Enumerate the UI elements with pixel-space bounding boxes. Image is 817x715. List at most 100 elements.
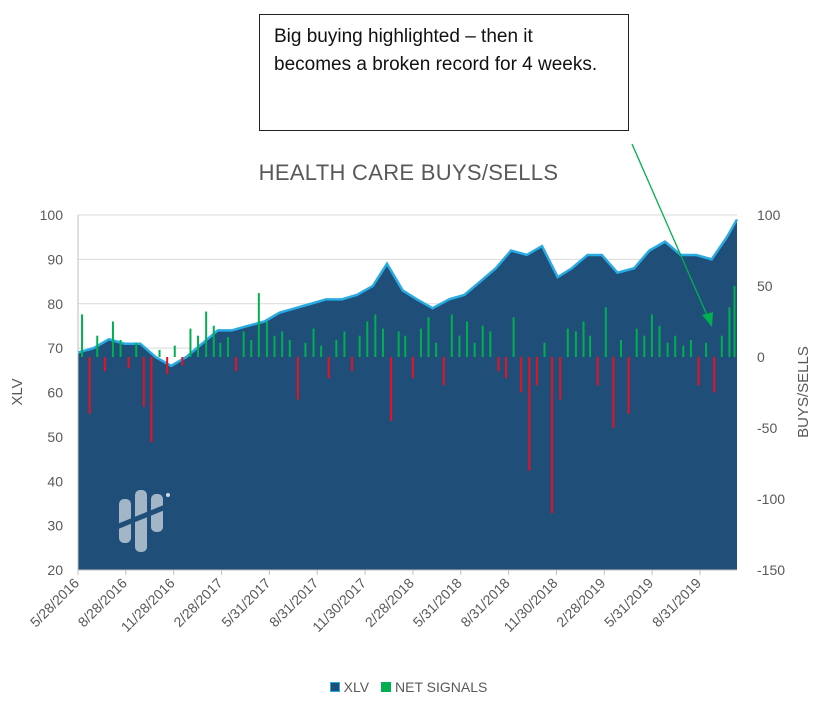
- legend-label-xlv: XLV: [343, 679, 370, 695]
- y-tick-label-right: -150: [757, 562, 785, 578]
- y-tick-label-left: 70: [47, 340, 63, 356]
- net-signal-bar: [219, 342, 222, 357]
- net-signal-bar: [404, 335, 407, 357]
- net-signal-bar: [181, 357, 184, 366]
- net-signal-bar: [528, 357, 531, 471]
- net-signal-bar: [620, 339, 623, 357]
- net-signal-bar: [197, 335, 200, 357]
- net-signal-bar: [582, 321, 585, 357]
- net-signal-bar: [643, 335, 646, 357]
- net-signal-bar: [481, 325, 484, 357]
- y-tick-label-left: 80: [47, 296, 63, 312]
- net-signal-bar: [650, 314, 653, 357]
- x-tick-label: 5/28/2016: [27, 575, 83, 631]
- net-signal-bar: [127, 357, 130, 369]
- net-signal-bar: [466, 321, 469, 357]
- net-signal-bar: [589, 335, 592, 357]
- net-signal-bar: [551, 357, 554, 514]
- y-tick-label-right: -100: [757, 491, 785, 507]
- net-signal-bar: [205, 311, 208, 357]
- net-signal-bar: [265, 321, 268, 357]
- net-signal-bar: [96, 335, 99, 357]
- y-tick-label-left: 30: [47, 518, 63, 534]
- net-signal-bar: [212, 325, 215, 357]
- y-tick-label-left: 40: [47, 473, 63, 489]
- net-signal-bar: [689, 339, 692, 357]
- x-tick-label: 5/31/2019: [601, 575, 657, 631]
- callout-arrow: [631, 143, 711, 323]
- net-signal-bar: [419, 328, 422, 357]
- x-tick-label: 8/31/2019: [649, 575, 705, 631]
- net-signal-bar: [411, 357, 414, 379]
- net-signal-bar: [390, 357, 393, 421]
- watermark-logo: [113, 490, 170, 552]
- legend-item-xlv: XLV: [329, 679, 370, 695]
- net-signal-bar: [733, 286, 736, 357]
- net-signal-bar: [374, 314, 377, 357]
- net-signal-bar: [489, 331, 492, 357]
- legend-swatch-net: [381, 682, 391, 692]
- net-signal-bar: [512, 317, 515, 357]
- xlv-area: [78, 219, 737, 570]
- legend-swatch-xlv: [329, 682, 340, 692]
- net-signal-bar: [158, 349, 161, 357]
- annotation-callout: Big buying highlighted – then it becomes…: [259, 14, 629, 131]
- net-signal-bar: [666, 342, 669, 357]
- net-signal-bar: [505, 357, 508, 379]
- net-signal-bar: [173, 345, 176, 357]
- y-axis-title-left: XLV: [9, 378, 26, 405]
- net-signal-bar: [335, 339, 338, 357]
- net-signal-bar: [397, 331, 400, 357]
- net-signal-bar: [535, 357, 538, 386]
- y-tick-label-right: 0: [757, 349, 765, 365]
- y-tick-label-left: 60: [47, 385, 63, 401]
- legend-item-net-signals: NET SIGNALS: [381, 679, 487, 695]
- net-signal-bar: [242, 331, 245, 357]
- xlv-line: [77, 218, 739, 368]
- net-signal-bar: [135, 342, 138, 357]
- net-signal-bar: [366, 321, 369, 357]
- net-signal-bars: [81, 286, 736, 514]
- net-signal-bar: [720, 335, 723, 357]
- net-signal-bar: [682, 345, 685, 357]
- net-signal-bar: [343, 331, 346, 357]
- net-signal-bar: [427, 317, 430, 357]
- net-signal-bar: [473, 342, 476, 357]
- x-tick-label: 5/31/2017: [218, 575, 274, 631]
- net-signal-bar: [574, 331, 577, 357]
- net-signal-bar: [250, 339, 253, 357]
- net-signal-bar: [674, 335, 677, 357]
- y-tick-label-right: 100: [757, 207, 781, 223]
- y-tick-label-right: -50: [757, 420, 777, 436]
- net-signal-bar: [273, 335, 276, 357]
- callout-arrow-head: [702, 312, 713, 327]
- net-signal-bar: [312, 328, 315, 357]
- net-signal-bar: [435, 342, 438, 357]
- chart-title: HEALTH CARE BUYS/SELLS: [258, 160, 559, 185]
- x-tick-label: 2/28/2018: [362, 575, 418, 631]
- net-signal-bar: [566, 328, 569, 357]
- y-axis-title-right: BUYS/SELLS: [795, 346, 812, 438]
- net-signal-bar: [728, 307, 731, 357]
- net-signal-bar: [705, 342, 708, 357]
- net-signal-bar: [226, 337, 229, 357]
- net-signal-bar: [458, 335, 461, 357]
- net-signal-bar: [559, 357, 562, 400]
- axes: [77, 215, 737, 575]
- net-signal-bar: [103, 357, 106, 372]
- net-signal-bar: [88, 357, 91, 414]
- net-signal-bar: [520, 357, 523, 393]
- net-signal-bar: [596, 357, 599, 386]
- y-tick-label-left: 20: [47, 562, 63, 578]
- x-tick-label: 5/31/2018: [410, 575, 466, 631]
- net-signal-bar: [351, 357, 354, 372]
- net-signal-bar: [497, 357, 500, 372]
- net-signal-bar: [320, 345, 323, 357]
- net-signal-bar: [166, 357, 169, 375]
- net-signal-bar: [604, 307, 607, 357]
- net-signal-bar: [358, 335, 361, 357]
- net-signal-bar: [658, 325, 661, 357]
- net-signal-bar: [450, 314, 453, 357]
- net-signal-bar: [235, 357, 238, 372]
